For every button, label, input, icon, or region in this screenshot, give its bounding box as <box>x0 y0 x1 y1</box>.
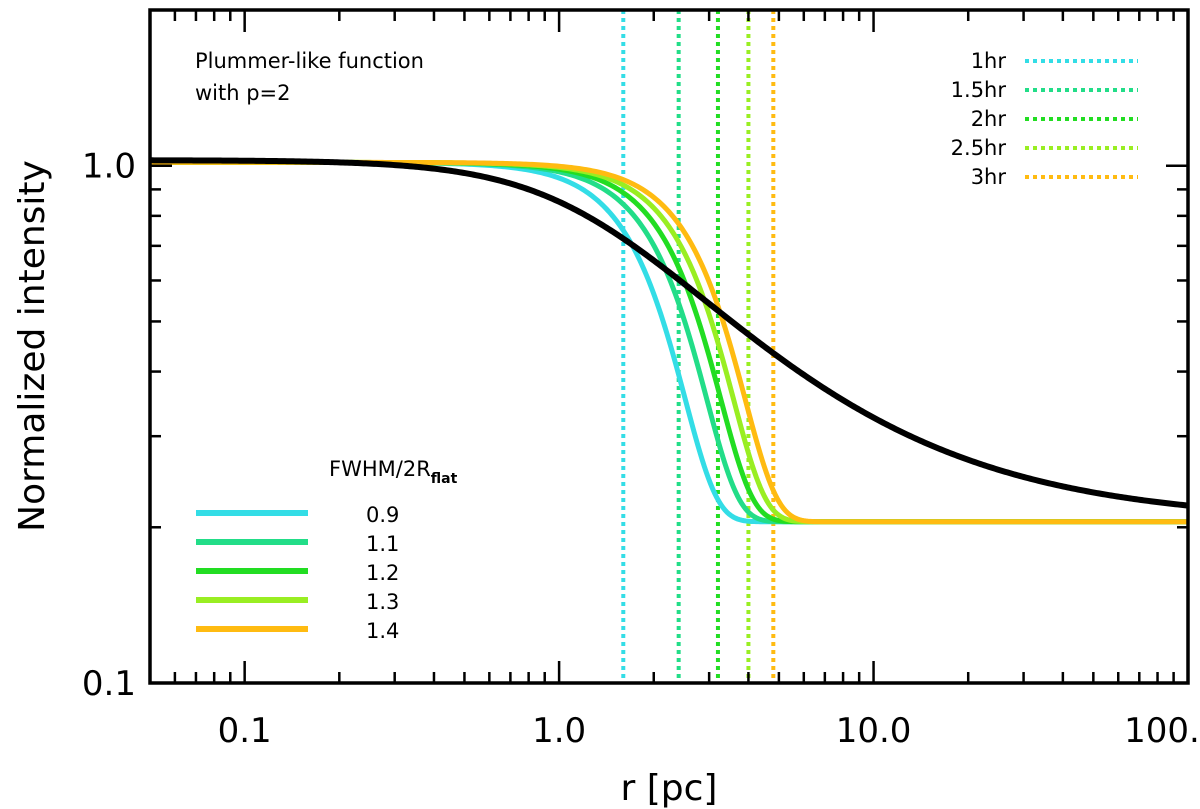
y-tick-label-1: 1.0 <box>82 147 136 187</box>
fwhm-curve-0 <box>150 159 1188 525</box>
plummer-curve <box>150 157 1188 509</box>
x-tick-label-1: 1.0 <box>532 711 586 751</box>
time-legend-label-0: 1hr <box>971 49 1007 73</box>
axis-ticks <box>148 8 1190 685</box>
x-tick-label-0: 0.1 <box>218 711 272 751</box>
annotation-line-2: with p=2 <box>195 81 291 105</box>
time-marker-legend: 1hr 1.5hr 2hr 2.5hr 3hr <box>951 49 1138 189</box>
fwhm-legend-label-4: 1.4 <box>366 619 399 643</box>
x-tick-label-2: 10.0 <box>836 711 912 751</box>
fwhm-series-curves <box>150 159 1188 525</box>
fwhm-series-legend: 0.9 1.1 1.2 1.3 1.4 <box>196 503 399 643</box>
time-marker-lines <box>621 10 776 683</box>
x-tick-label-3: 100. <box>1124 711 1200 751</box>
time-legend-label-4: 3hr <box>971 165 1007 189</box>
fwhm-legend-label-0: 0.9 <box>366 503 399 527</box>
fwhm-legend-title: FWHM/2Rflat <box>329 457 458 487</box>
fwhm-legend-label-1: 1.1 <box>366 532 399 556</box>
fwhm-legend-label-3: 1.3 <box>366 590 399 614</box>
time-legend-label-3: 2.5hr <box>951 136 1007 160</box>
annotation-line-1: Plummer-like function <box>195 49 424 73</box>
y-tick-label-0: 0.1 <box>82 664 136 704</box>
time-legend-label-2: 2hr <box>971 107 1007 131</box>
x-axis-label: r [pc] <box>621 768 718 809</box>
plummer-curve-group <box>150 157 1188 509</box>
axis-tick-labels: 0.1 1.0 10.0 100. 0.1 1.0 <box>82 147 1200 751</box>
y-axis-label: Normalized intensity <box>12 160 53 532</box>
time-legend-label-1: 1.5hr <box>951 78 1007 102</box>
fwhm-legend-label-2: 1.2 <box>366 561 399 585</box>
plot-frame <box>148 8 1190 685</box>
